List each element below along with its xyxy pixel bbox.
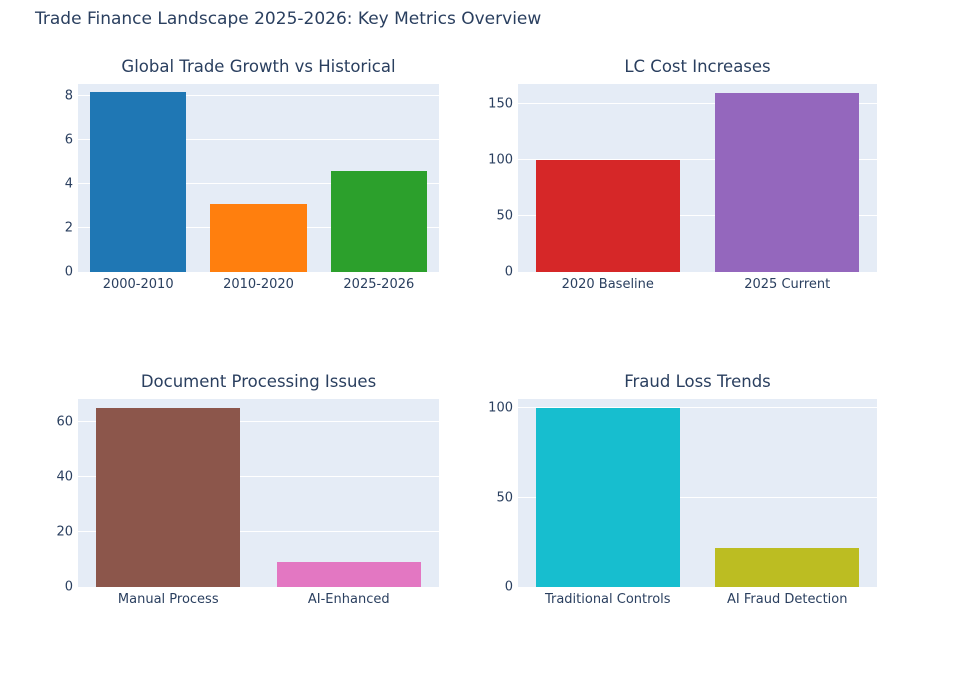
y-axis: 0 20 40 60 xyxy=(8,399,73,594)
gridline xyxy=(518,159,877,161)
subplot-title: Document Processing Issues xyxy=(140,372,377,391)
x-tick-label: 2025-2026 xyxy=(343,277,415,292)
y-axis: 0 50 100 xyxy=(448,399,513,594)
figure-title: Trade Finance Landscape 2025-2026: Key M… xyxy=(35,9,542,29)
gridline xyxy=(78,139,439,141)
y-axis: 0 2 4 6 8 xyxy=(8,84,73,279)
bar-manual-process xyxy=(96,408,241,587)
x-tick-label: AI Fraud Detection xyxy=(727,592,848,607)
gridline xyxy=(518,215,877,217)
gridline xyxy=(518,407,877,409)
y-tick-label: 50 xyxy=(496,490,513,506)
y-tick-label: 0 xyxy=(504,264,513,280)
y-tick-label: 150 xyxy=(488,96,513,112)
gridline xyxy=(78,476,439,478)
y-tick-label: 0 xyxy=(64,579,73,595)
gridline xyxy=(518,496,877,498)
plot-area xyxy=(78,84,439,272)
y-tick-label: 0 xyxy=(504,579,513,595)
x-tick-label: Manual Process xyxy=(117,592,219,607)
bar-traditional-controls xyxy=(535,408,680,587)
bar-ai-enhanced xyxy=(276,562,421,587)
y-tick-label: 4 xyxy=(64,176,73,192)
gridline xyxy=(78,421,439,423)
y-tick-label: 20 xyxy=(56,524,73,540)
y-tick-label: 0 xyxy=(64,264,73,280)
y-tick-label: 6 xyxy=(64,132,73,148)
bar-2025-2026 xyxy=(330,170,427,272)
y-tick-label: 100 xyxy=(488,152,513,168)
gridline xyxy=(78,95,439,97)
plot-area xyxy=(78,399,439,587)
y-tick-label: 100 xyxy=(488,400,513,416)
y-axis: 0 50 100 150 xyxy=(448,84,513,279)
gridline xyxy=(78,183,439,185)
x-tick-label: 2020 Baseline xyxy=(561,277,654,292)
y-tick-label: 8 xyxy=(64,88,73,104)
bar-2000-2010 xyxy=(90,91,187,272)
x-tick-label: 2000-2010 xyxy=(102,277,174,292)
x-tick-label: 2010-2020 xyxy=(223,277,294,292)
bar-2020-baseline xyxy=(535,160,680,272)
x-axis: Traditional Controls AI Fraud Detection xyxy=(518,592,877,610)
x-axis: Manual Process AI-Enhanced xyxy=(78,592,439,610)
plot-area xyxy=(518,84,877,272)
x-axis: 2000-2010 2010-2020 2025-2026 xyxy=(78,277,439,295)
x-tick-label: Traditional Controls xyxy=(544,592,671,607)
x-axis: 2020 Baseline 2025 Current xyxy=(518,277,877,295)
gridline xyxy=(78,531,439,533)
y-tick-label: 2 xyxy=(64,220,73,236)
subplot-title: LC Cost Increases xyxy=(624,57,771,76)
subplot-title: Global Trade Growth vs Historical xyxy=(121,57,396,76)
x-tick-label: 2025 Current xyxy=(744,277,831,292)
y-tick-label: 40 xyxy=(56,469,73,485)
gridline xyxy=(518,103,877,105)
y-tick-label: 50 xyxy=(496,208,513,224)
bar-2025-current xyxy=(715,92,860,272)
y-tick-label: 60 xyxy=(56,414,73,430)
plot-area xyxy=(518,399,877,587)
x-tick-label: AI-Enhanced xyxy=(307,592,390,607)
subplot-title: Fraud Loss Trends xyxy=(624,372,771,391)
bar-2010-2020 xyxy=(210,203,307,272)
bar-ai-fraud-detection xyxy=(715,547,860,587)
